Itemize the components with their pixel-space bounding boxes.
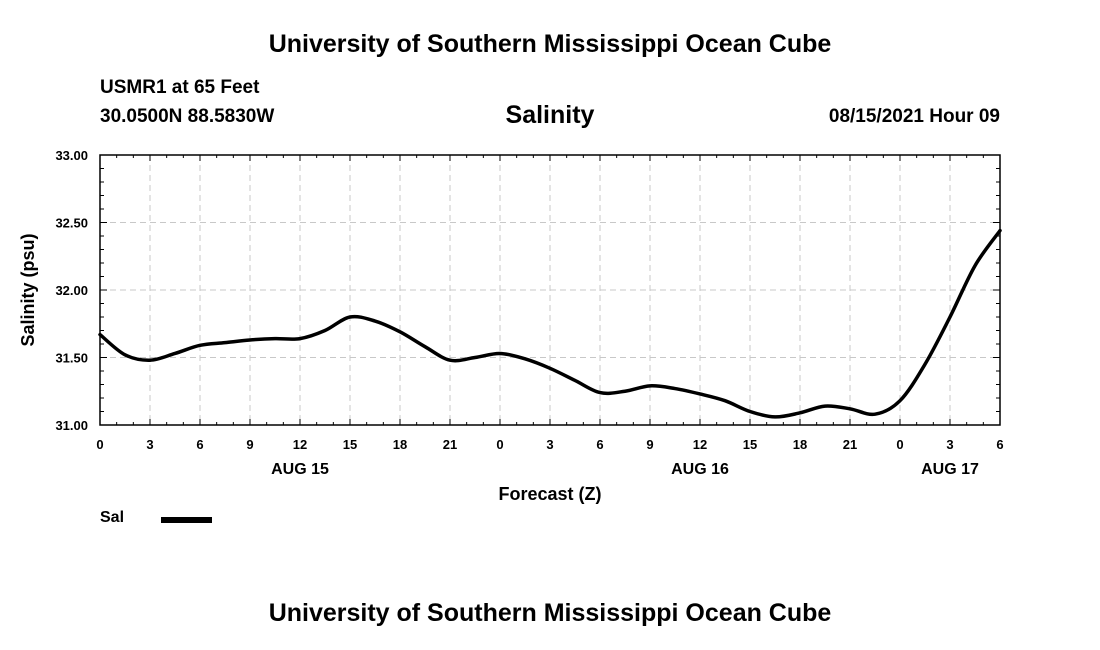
day-label: AUG 15 xyxy=(271,461,329,478)
x-tick-label: 12 xyxy=(693,437,707,452)
day-label: AUG 17 xyxy=(921,461,979,478)
x-tick-label: 15 xyxy=(743,437,757,452)
plot-frame xyxy=(99,154,1001,426)
series-line-sal xyxy=(98,228,1002,419)
x-tick-label: 18 xyxy=(793,437,807,452)
x-tick-label: 18 xyxy=(393,437,407,452)
x-tick-label: 21 xyxy=(443,437,457,452)
coordinates-label: 30.0500N 88.5830W xyxy=(100,106,275,127)
y-tick-label: 31.00 xyxy=(55,418,88,433)
day-label: AUG 16 xyxy=(671,461,729,478)
legend-label: Sal xyxy=(100,509,125,526)
main-title: University of Southern Mississippi Ocean… xyxy=(268,30,832,58)
station-label: USMR1 at 65 Feet xyxy=(100,77,260,98)
y-tick-label: 31.50 xyxy=(55,351,88,366)
y-tick-label: 32.50 xyxy=(55,216,88,231)
x-tick-label: 0 xyxy=(896,437,903,452)
y-tick-label: 33.00 xyxy=(55,148,88,163)
y-tick-label: 32.00 xyxy=(55,283,88,298)
y-axis-title: Salinity (psu) xyxy=(18,233,38,346)
x-tick-label: 0 xyxy=(496,437,503,452)
x-tick-label: 6 xyxy=(596,437,603,452)
x-tick-label: 15 xyxy=(343,437,357,452)
x-tick-label: 9 xyxy=(646,437,653,452)
x-tick-label: 9 xyxy=(246,437,253,452)
chart-title: Salinity xyxy=(505,101,595,129)
x-tick-label: 0 xyxy=(96,437,103,452)
x-tick-label: 21 xyxy=(843,437,857,452)
x-axis-title: Forecast (Z) xyxy=(498,484,601,504)
timestamp-label: 08/15/2021 Hour 09 xyxy=(828,106,1000,127)
x-tick-label: 12 xyxy=(293,437,307,452)
x-tick-label: 6 xyxy=(196,437,203,452)
x-tick-label: 6 xyxy=(996,437,1003,452)
legend-swatch xyxy=(161,517,212,523)
footer-title: University of Southern Mississippi Ocean… xyxy=(268,599,832,627)
x-tick-label: 3 xyxy=(546,437,553,452)
x-tick-label: 3 xyxy=(146,437,153,452)
x-tick-label: 3 xyxy=(946,437,953,452)
